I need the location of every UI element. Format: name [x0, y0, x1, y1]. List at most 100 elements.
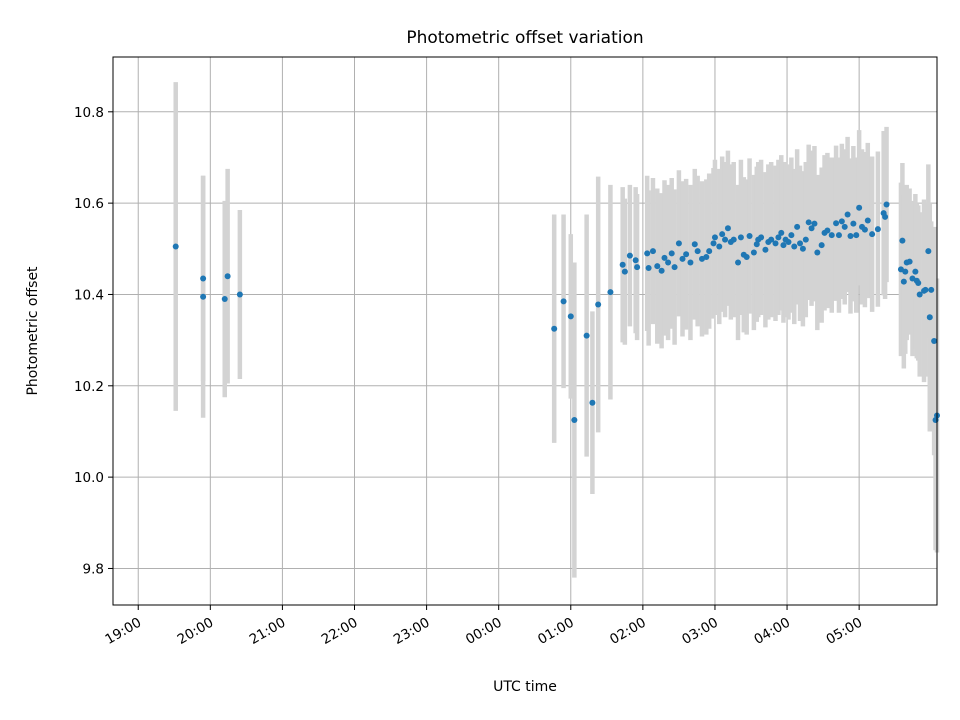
data-point	[724, 225, 731, 232]
data-point	[683, 251, 690, 258]
data-point	[735, 259, 742, 266]
x-axis-label: UTC time	[493, 679, 557, 695]
y-tick-label: 10.2	[74, 379, 104, 395]
data-point	[687, 259, 694, 266]
data-point	[716, 243, 723, 250]
data-point	[753, 241, 760, 248]
data-point	[791, 243, 798, 250]
data-point	[874, 226, 881, 233]
data-point	[899, 237, 906, 244]
data-point	[925, 248, 932, 255]
data-point	[567, 313, 574, 320]
chart-title: Photometric offset variation	[406, 28, 643, 48]
data-point	[808, 225, 815, 232]
data-point	[595, 301, 602, 308]
data-point	[824, 227, 831, 234]
data-point	[811, 220, 818, 227]
data-point	[902, 268, 909, 275]
data-point	[665, 259, 672, 266]
data-point	[883, 201, 890, 208]
data-point	[632, 257, 639, 264]
data-point	[711, 234, 718, 241]
data-point	[649, 248, 656, 255]
data-point	[780, 242, 787, 249]
data-point	[864, 217, 871, 224]
data-point	[869, 231, 876, 238]
data-point	[931, 338, 938, 345]
data-point	[794, 223, 801, 230]
data-point	[626, 252, 633, 259]
data-point	[762, 246, 769, 253]
data-point	[758, 234, 765, 241]
data-point	[703, 254, 710, 261]
data-point	[775, 234, 782, 241]
data-point	[802, 236, 809, 243]
data-point	[772, 240, 779, 247]
data-point	[835, 232, 842, 239]
data-point	[560, 298, 567, 305]
data-point	[785, 238, 792, 245]
data-point	[900, 278, 907, 285]
data-point	[589, 399, 596, 406]
data-point	[644, 250, 651, 257]
data-point	[768, 236, 775, 243]
data-point	[833, 220, 840, 227]
data-point	[706, 248, 713, 255]
data-point	[551, 325, 558, 332]
data-point	[743, 254, 750, 261]
data-point	[778, 229, 785, 236]
data-point	[799, 245, 806, 252]
data-point	[719, 231, 726, 238]
data-point	[750, 249, 757, 256]
data-point	[788, 232, 795, 239]
data-point	[814, 249, 821, 256]
data-point	[607, 289, 614, 296]
data-point	[916, 291, 923, 298]
data-point	[818, 242, 825, 249]
y-tick-label: 9.8	[83, 561, 104, 577]
y-tick-label: 10.6	[74, 196, 104, 212]
data-point	[856, 204, 863, 211]
data-point	[915, 280, 922, 287]
data-point	[200, 293, 207, 300]
data-point	[172, 243, 179, 250]
data-point	[619, 261, 626, 268]
data-point	[853, 232, 860, 239]
data-point	[691, 241, 698, 248]
data-points	[172, 201, 940, 424]
data-point	[882, 213, 889, 220]
data-point	[797, 240, 804, 247]
data-point	[668, 250, 675, 257]
data-point	[621, 268, 628, 275]
data-point	[710, 240, 717, 247]
y-tick-label: 10.0	[74, 470, 104, 486]
data-point	[634, 264, 641, 271]
data-point	[841, 223, 848, 230]
data-point	[838, 218, 845, 225]
data-point	[730, 236, 737, 243]
y-tick-label: 10.8	[74, 105, 104, 121]
data-point	[828, 232, 835, 239]
data-point	[658, 267, 665, 274]
data-point	[737, 234, 744, 241]
data-point	[805, 219, 812, 226]
data-point	[571, 417, 578, 424]
data-point	[746, 233, 753, 240]
y-tick-label: 10.4	[74, 287, 104, 303]
data-point	[224, 273, 231, 280]
data-point	[675, 240, 682, 247]
data-point	[694, 248, 701, 255]
data-point	[661, 254, 668, 261]
data-point	[922, 286, 929, 293]
data-point	[861, 226, 868, 233]
data-point	[236, 291, 243, 298]
data-point	[654, 263, 661, 270]
data-point	[926, 314, 933, 321]
plot-frame	[112, 56, 938, 606]
data-point	[844, 211, 851, 218]
data-point	[928, 286, 935, 293]
data-point	[200, 275, 207, 282]
data-point	[583, 332, 590, 339]
